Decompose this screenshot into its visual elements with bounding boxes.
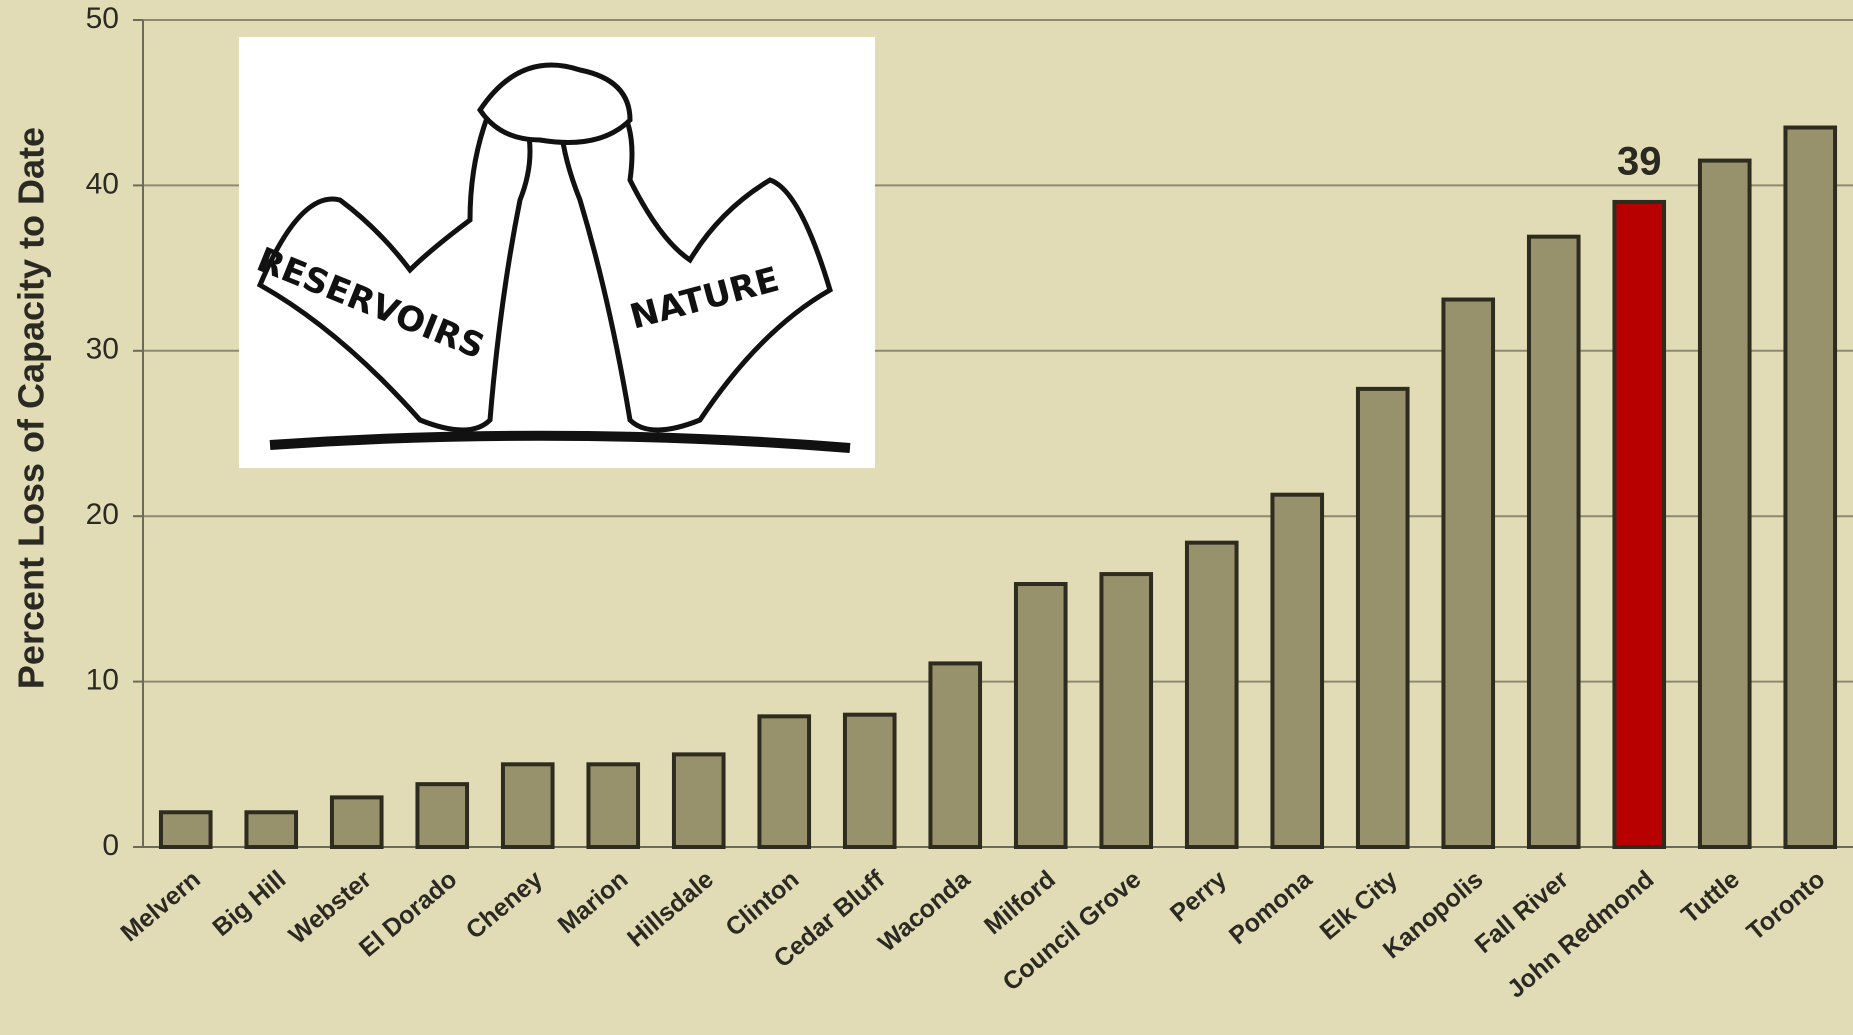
bar [1783,125,1838,849]
bar [415,782,470,850]
x-tick-label: Tuttle [1676,865,1745,929]
bar [1441,297,1496,849]
inset-image: RESERVOIRS NATURE [239,37,875,468]
y-tick-label: 20 [86,498,119,531]
x-tick-label: Perry [1165,865,1232,928]
x-tick-label: Melvern [115,865,205,947]
bar [1526,234,1581,849]
bar [244,810,299,849]
bar [1270,492,1325,849]
bar [586,762,641,849]
x-tick-label: Big Hill [207,865,291,942]
fists [476,62,633,145]
x-tick-label: Pomona [1224,865,1318,951]
y-axis-label: Percent Loss of Capacity to Date [11,127,52,689]
data-label: 39 [1617,140,1662,184]
y-tick-label: 0 [102,829,119,862]
x-tick-label: Clinton [720,865,804,942]
x-tick-label: John Redmond [1502,865,1659,1003]
bar [1355,386,1410,849]
bar [1099,572,1154,850]
x-tick-label: Hillsdale [622,865,719,953]
bar [1184,540,1239,849]
bar [500,762,555,849]
x-tick-label: Cheney [461,865,548,945]
x-tick-label: Marion [553,865,634,939]
bar [1697,158,1752,849]
ground [269,430,851,453]
y-tick-label: 10 [86,664,119,697]
bar [842,712,897,849]
bar [1013,582,1068,849]
bar [671,752,726,849]
x-tick-label: Waconda [873,865,976,958]
x-tick-label: Toronto [1741,865,1830,946]
y-tick-label: 40 [86,167,119,200]
bar [1612,199,1667,849]
bar [928,661,983,849]
bar [158,810,213,849]
bar [757,714,812,849]
x-tick-label: Milford [979,865,1061,940]
y-tick-label: 50 [86,2,119,35]
y-tick-label: 30 [86,333,119,366]
bar [329,795,384,850]
